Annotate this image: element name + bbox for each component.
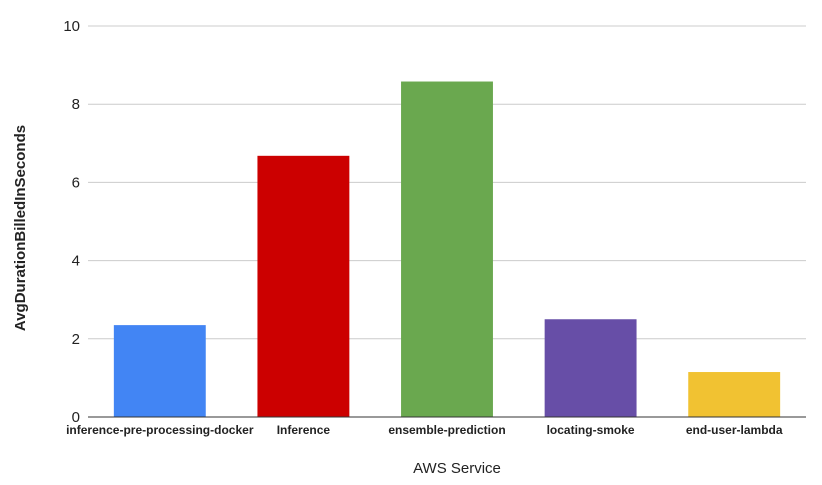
- y-tick-label: 8: [72, 96, 80, 113]
- bar-locating-smoke: [544, 319, 637, 417]
- x-tick-label: end-user-lambda: [686, 423, 783, 437]
- bar-inference-pre-processing-docker: [113, 325, 206, 417]
- bar-end-user-lambda: [688, 372, 781, 417]
- bars: [113, 81, 781, 417]
- x-tick-labels: inference-pre-processing-docker Inference…: [66, 423, 783, 437]
- bar-inference: [257, 155, 350, 417]
- y-tick-label: 2: [72, 331, 80, 348]
- x-tick-label: inference-pre-processing-docker: [66, 423, 254, 437]
- x-axis-title: AWS Service: [413, 460, 501, 477]
- x-tick-label: locating-smoke: [547, 423, 635, 437]
- bar-ensemble-prediction: [401, 81, 493, 417]
- y-axis-title: AvgDurationBilledInSeconds: [12, 125, 29, 331]
- y-tick-label: 6: [72, 174, 80, 191]
- y-tick-label: 10: [63, 18, 80, 35]
- y-tick-labels: 0 2 4 6 8 10: [63, 18, 80, 426]
- x-tick-label: Inference: [277, 423, 331, 437]
- x-tick-label: ensemble-prediction: [388, 423, 505, 437]
- y-tick-label: 4: [72, 253, 80, 270]
- y-tick-label: 0: [72, 409, 80, 426]
